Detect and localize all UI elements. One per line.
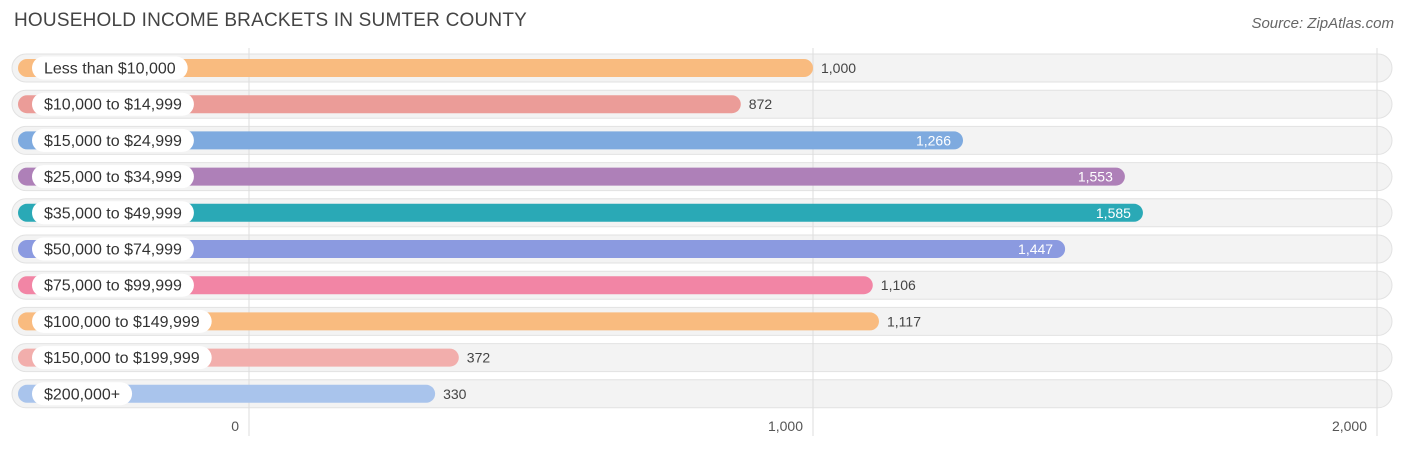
bar [18, 312, 879, 331]
value-label: 1,585 [1096, 205, 1131, 221]
category-label-pill [32, 346, 212, 370]
value-label: 872 [749, 96, 773, 112]
bar [18, 167, 1125, 186]
value-label: 330 [443, 386, 467, 402]
category-label: $200,000+ [44, 386, 120, 403]
bar [18, 131, 964, 150]
value-label: 1,553 [1078, 169, 1113, 185]
category-label: $25,000 to $34,999 [44, 169, 182, 186]
category-label-pill [32, 92, 194, 116]
source-note: Source: ZipAtlas.com [1251, 15, 1394, 32]
category-label: $35,000 to $49,999 [44, 205, 182, 222]
value-label: 1,447 [1018, 241, 1053, 257]
bars: Less than $10,000 1,000 $10,000 to $14,999… [18, 56, 1143, 406]
bar [18, 95, 741, 114]
bar [18, 240, 1066, 258]
category-label: $50,000 to $74,999 [44, 242, 182, 259]
x-tick-label: 2,000 [1332, 418, 1367, 434]
category-label-pill [32, 56, 188, 80]
chart-title: HOUSEHOLD INCOME BRACKETS IN SUMTER COUN… [14, 10, 528, 31]
category-label: $100,000 to $149,999 [44, 314, 200, 331]
value-label: 1,117 [887, 313, 921, 329]
category-label-pill [32, 165, 194, 189]
value-label: 372 [467, 350, 491, 366]
category-label: $15,000 to $24,999 [44, 133, 182, 150]
category-label: Less than $10,000 [44, 61, 176, 78]
bar [18, 59, 813, 77]
value-label: 1,266 [916, 132, 951, 148]
x-tick-label: 1,000 [768, 418, 803, 434]
category-label-pill [32, 382, 133, 406]
category-label-pill [32, 273, 194, 297]
category-label: $10,000 to $14,999 [44, 97, 182, 114]
category-label: $75,000 to $99,999 [44, 278, 182, 295]
x-tick-label: 0 [231, 418, 239, 434]
bar [18, 276, 873, 295]
value-label: 1,106 [881, 277, 916, 293]
category-label-pill [32, 237, 194, 261]
category-label-pill [32, 128, 194, 152]
category-label-pill [32, 309, 212, 333]
category-label-pill [32, 201, 194, 225]
value-label: 1,000 [821, 60, 856, 76]
category-label: $150,000 to $199,999 [44, 350, 200, 367]
bar [18, 203, 1143, 222]
